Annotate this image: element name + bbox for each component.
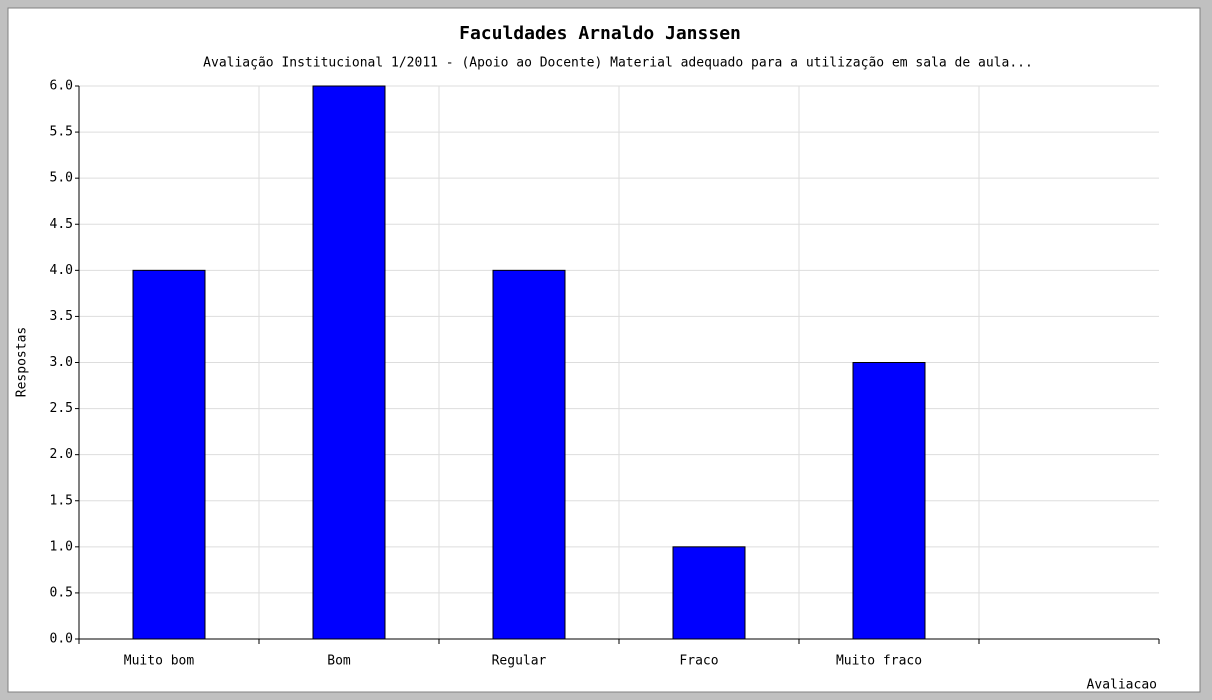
y-tick-label: 5.0 (50, 171, 73, 186)
x-tick-label: Muito bom (124, 654, 195, 669)
x-tick-label: Bom (327, 654, 351, 669)
x-tick-label: Fraco (679, 654, 718, 669)
x-tick-label: Muito fraco (836, 654, 922, 669)
chart-title: Faculdades Arnaldo Janssen (459, 23, 741, 44)
y-tick-label: 4.0 (50, 263, 73, 278)
y-axis-label: Respostas (15, 327, 30, 397)
y-tick-label: 3.5 (50, 309, 73, 324)
y-tick-label: 3.0 (50, 355, 73, 370)
y-tick-label: 2.5 (50, 401, 73, 416)
y-tick-label: 2.0 (50, 447, 73, 462)
x-axis-label: Avaliacao (1087, 678, 1157, 693)
bar (132, 269, 206, 640)
y-tick-label: 4.5 (50, 217, 73, 232)
y-tick-label: 6.0 (50, 79, 73, 94)
chart-panel (7, 7, 1201, 693)
y-tick-label: 0.5 (50, 585, 73, 600)
y-tick-label: 5.5 (50, 125, 73, 140)
y-tick-label: 1.0 (50, 539, 73, 554)
x-tick-label: Regular (492, 654, 547, 669)
y-tick-label: 0.0 (50, 632, 73, 647)
bar (312, 85, 386, 640)
chart-subtitle: Avaliação Institucional 1/2011 - (Apoio … (203, 56, 1033, 71)
bar (852, 362, 926, 640)
y-tick-label: 1.5 (50, 493, 73, 508)
bar (672, 546, 746, 640)
bar (492, 269, 566, 640)
